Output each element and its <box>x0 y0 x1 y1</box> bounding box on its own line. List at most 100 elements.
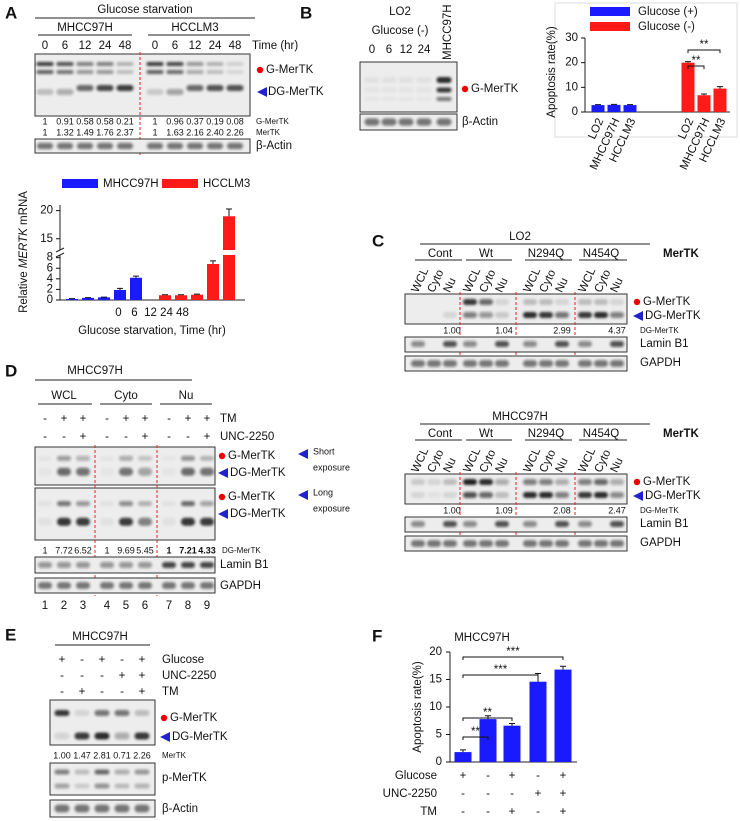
band <box>181 562 195 568</box>
quant-value: 0.08 <box>226 116 244 126</box>
quant-value: 6.52 <box>74 545 92 555</box>
error-bar <box>194 293 200 295</box>
bar <box>114 289 126 300</box>
band <box>523 492 537 498</box>
band <box>56 62 74 66</box>
quant-label: MerTK <box>256 128 281 137</box>
blot <box>404 355 628 372</box>
quant-value: 1.63 <box>166 127 184 137</box>
band <box>119 582 133 589</box>
bar <box>591 105 605 112</box>
band <box>523 360 537 367</box>
band <box>54 804 70 813</box>
band <box>94 710 110 716</box>
band <box>76 455 90 461</box>
sign: - <box>62 431 66 443</box>
band <box>206 62 224 66</box>
bar <box>623 105 637 112</box>
error-bar <box>117 287 123 290</box>
lane-label: 48 <box>119 40 132 52</box>
x-axis-label: Glucose starvation, Time (hr) <box>78 325 226 337</box>
legend-swatch <box>62 179 98 188</box>
legend-label: MHCC97H <box>103 178 159 190</box>
treatment-label: Glucose <box>162 654 204 666</box>
error-bar <box>685 61 691 63</box>
band <box>399 97 414 101</box>
sign: + <box>123 413 130 425</box>
y-tick-label: 2 <box>47 283 53 295</box>
significance-bracket <box>462 736 489 740</box>
band <box>417 97 432 101</box>
band <box>416 77 432 83</box>
treatment-label: UNC-2250 <box>162 670 216 682</box>
lane-label: Nu <box>494 276 511 294</box>
y-tick-label: 20 <box>565 57 578 69</box>
y-tick-label: 5 <box>436 729 442 741</box>
band <box>57 562 71 568</box>
control-label: Lamin B1 <box>640 338 689 350</box>
band <box>610 521 624 527</box>
band <box>495 360 509 367</box>
bar <box>554 669 572 762</box>
band <box>381 87 397 93</box>
group-label: Nu <box>179 390 194 402</box>
sign: + <box>204 431 211 443</box>
lane-number: 5 <box>123 600 129 612</box>
error-bar <box>178 294 184 296</box>
band <box>36 70 54 74</box>
quant-value: 7.21 <box>179 545 197 555</box>
sign: + <box>80 413 87 425</box>
control-label: GAPDH <box>640 357 681 369</box>
band <box>162 517 176 526</box>
sign: + <box>79 686 86 698</box>
lane-label: 12 <box>79 40 92 52</box>
marker-label: G-MerTK <box>228 491 276 503</box>
band <box>555 312 569 318</box>
condition-label: UNC-2250 <box>383 788 437 800</box>
sign: - <box>536 806 540 818</box>
blot <box>34 446 216 486</box>
bar <box>191 294 203 300</box>
legend-label: Glucose (-) <box>638 21 695 33</box>
band <box>116 62 134 66</box>
quant-value: 1 <box>42 545 47 555</box>
quant-value: 2.08 <box>553 505 571 515</box>
significance-label: ** <box>692 55 701 67</box>
sign: + <box>139 654 146 666</box>
lane-number: 2 <box>61 600 67 612</box>
sign: - <box>105 431 109 443</box>
group-label: N294Q <box>528 248 564 260</box>
marker-dot <box>160 714 168 722</box>
sign: - <box>43 413 47 425</box>
band <box>463 360 477 367</box>
band <box>365 97 380 101</box>
y-tick-label: 8 <box>47 252 53 264</box>
quant-label: DG-MerTK <box>640 506 679 515</box>
marker-label: DG-MerTK <box>268 86 324 98</box>
sign: + <box>560 788 567 800</box>
band <box>181 501 195 507</box>
band <box>119 501 133 507</box>
bar <box>697 95 711 112</box>
band <box>74 769 90 775</box>
band <box>578 312 592 318</box>
y-tick-label: 0 <box>47 294 53 306</box>
bar <box>479 719 497 762</box>
band <box>38 456 52 461</box>
panel-letter: A <box>5 3 17 22</box>
sign: - <box>43 431 47 443</box>
band <box>57 455 71 461</box>
band <box>138 467 152 476</box>
quant-value: 2.37 <box>116 127 134 137</box>
band <box>119 517 133 526</box>
band <box>162 582 176 589</box>
panel-letter: B <box>300 3 312 22</box>
band <box>138 517 152 526</box>
band <box>117 142 133 150</box>
quant-value: 0.19 <box>206 116 224 126</box>
panel-letter: E <box>5 625 16 644</box>
band <box>443 521 457 527</box>
blot <box>49 762 156 796</box>
sign: - <box>167 413 171 425</box>
band <box>463 540 477 547</box>
